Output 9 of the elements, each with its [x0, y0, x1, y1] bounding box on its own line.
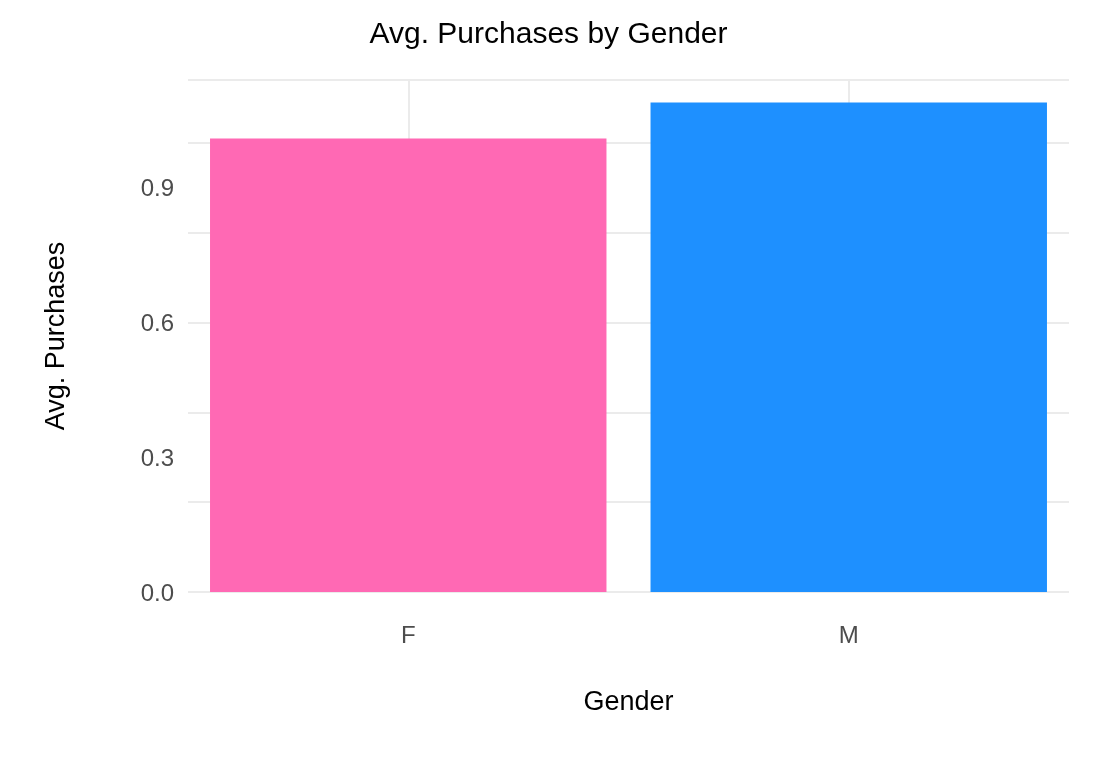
y-tick-label: 0.0: [140, 578, 174, 606]
x-tick-label: M: [838, 620, 859, 648]
y-tick-label: 0.6: [140, 309, 174, 337]
y-axis-title: Avg. Purchases: [39, 241, 70, 431]
chart-title: Avg. Purchases by Gender: [369, 15, 728, 49]
x-axis-title: Gender: [583, 685, 674, 716]
y-tick-label: 0.9: [140, 174, 174, 202]
x-tick-label: F: [400, 620, 416, 648]
y-tick-label: 0.3: [140, 443, 174, 471]
